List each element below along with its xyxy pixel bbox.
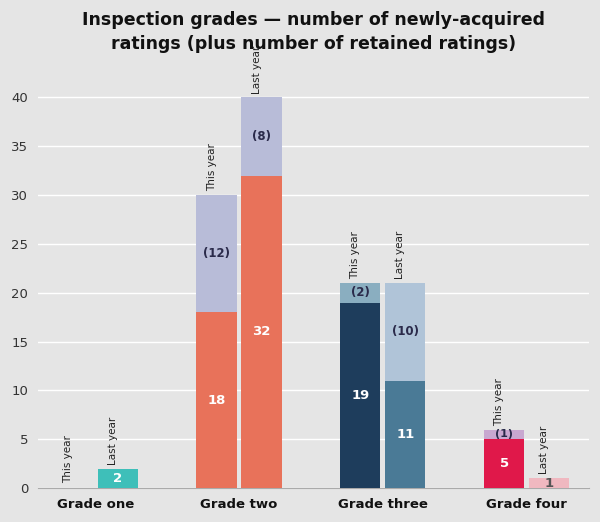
Text: This year: This year (494, 378, 504, 425)
Bar (484, 430, 524, 440)
Text: (8): (8) (252, 130, 271, 143)
Bar (340, 283, 380, 303)
Text: 19: 19 (351, 389, 370, 402)
Text: Last year: Last year (539, 426, 549, 474)
Text: 32: 32 (253, 325, 271, 338)
Bar (196, 312, 236, 488)
Text: 18: 18 (208, 394, 226, 407)
Text: (12): (12) (203, 247, 230, 260)
Text: 1: 1 (545, 477, 554, 490)
Text: (1): (1) (495, 430, 513, 440)
Text: Last year: Last year (251, 45, 262, 93)
Text: Last year: Last year (108, 417, 118, 465)
Bar (196, 195, 236, 312)
Bar (241, 98, 282, 175)
Text: This year: This year (350, 231, 361, 279)
Text: 5: 5 (500, 457, 509, 470)
Bar (385, 381, 425, 488)
Bar (241, 175, 282, 488)
Bar (340, 303, 380, 488)
Text: 2: 2 (113, 472, 122, 485)
Text: This year: This year (206, 144, 217, 191)
Bar (529, 478, 569, 488)
Bar (385, 283, 425, 381)
Title: Inspection grades — number of newly-acquired
ratings (plus number of retained ra: Inspection grades — number of newly-acqu… (82, 11, 545, 53)
Text: (2): (2) (351, 286, 370, 299)
Text: Last year: Last year (395, 231, 406, 279)
Text: 11: 11 (396, 428, 415, 441)
Text: (10): (10) (392, 325, 419, 338)
Bar (484, 440, 524, 488)
Bar (98, 469, 138, 488)
Text: This year: This year (63, 435, 73, 483)
